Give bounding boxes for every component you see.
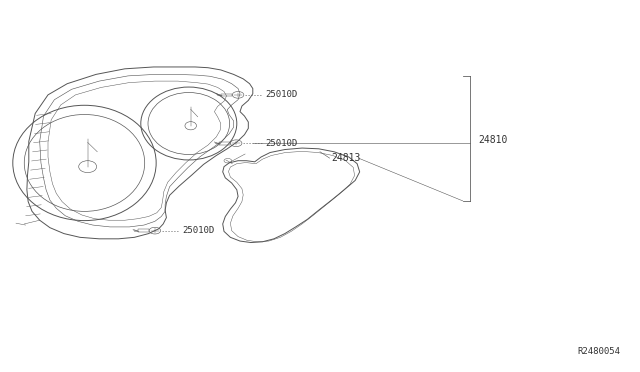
- Text: R2480054: R2480054: [578, 347, 621, 356]
- Text: 25010D: 25010D: [182, 226, 214, 235]
- Text: 24813: 24813: [332, 153, 361, 163]
- Text: 25010D: 25010D: [266, 90, 298, 99]
- Text: 24810: 24810: [479, 135, 508, 144]
- Text: 25010D: 25010D: [266, 139, 298, 148]
